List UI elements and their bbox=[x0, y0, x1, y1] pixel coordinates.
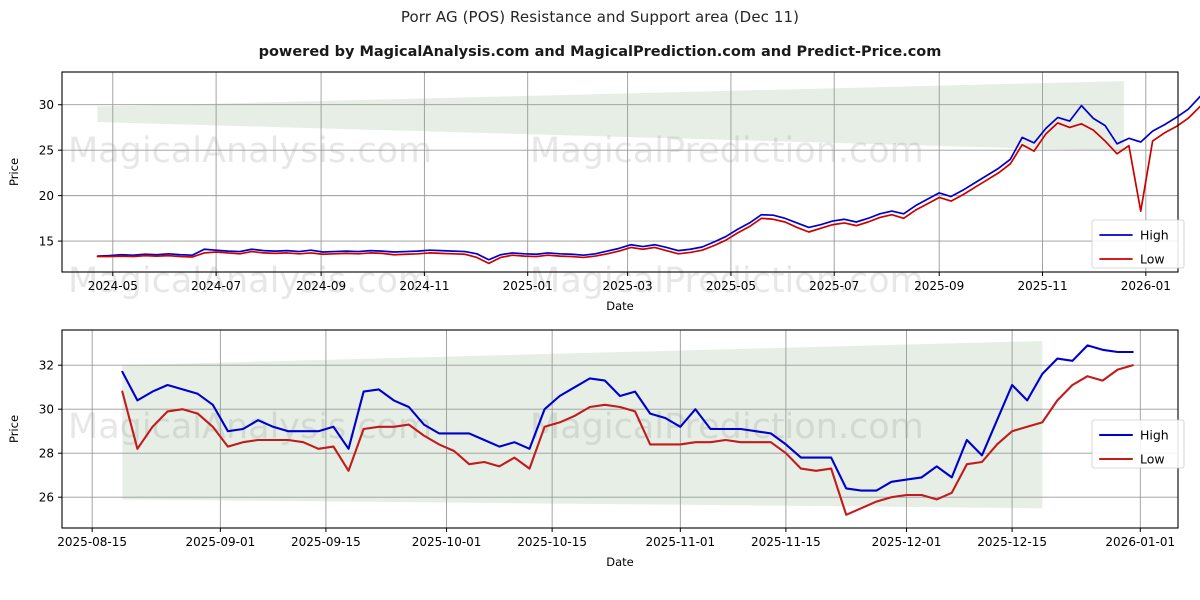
y-tick-label: 26 bbox=[39, 491, 54, 505]
x-tick-label: 2024-11 bbox=[399, 279, 449, 293]
watermark-text: MagicalPrediction.com bbox=[530, 261, 924, 301]
x-tick-label: 2025-11 bbox=[1017, 279, 1067, 293]
chart-legend[interactable]: High Low bbox=[1091, 219, 1185, 269]
watermark-text: MagicalAnalysis.com bbox=[68, 261, 432, 301]
x-tick-label: 2025-11-15 bbox=[751, 535, 821, 549]
legend-label-low: Low bbox=[1140, 452, 1165, 467]
x-tick-label: 2025-07 bbox=[809, 279, 859, 293]
x-tick-label: 2025-10-01 bbox=[412, 535, 482, 549]
x-tick-label: 2025-05 bbox=[706, 279, 756, 293]
plot-background bbox=[62, 330, 1178, 528]
support-resistance-band bbox=[97, 81, 1124, 152]
y-axis-label: Price bbox=[7, 415, 21, 443]
legend-background bbox=[1091, 419, 1185, 469]
x-tick-label: 2024-09 bbox=[296, 279, 346, 293]
x-tick-label: 2026-01 bbox=[1121, 279, 1171, 293]
y-tick-label: 15 bbox=[39, 235, 54, 249]
x-tick-label: 2025-09-15 bbox=[291, 535, 361, 549]
y-tick-label: 25 bbox=[39, 144, 54, 158]
y-tick-label: 20 bbox=[39, 189, 54, 203]
y-tick-label: 32 bbox=[39, 359, 54, 373]
x-axis-label: Date bbox=[606, 555, 634, 569]
series-line-high bbox=[96, 95, 1200, 261]
legend-label-high: High bbox=[1140, 428, 1169, 443]
resistance-support-detail-chart: MagicalAnalysis.com MagicalPrediction.com… bbox=[7, 329, 1185, 569]
series-line-low bbox=[96, 105, 1200, 265]
watermark-group: MagicalAnalysis.com MagicalPrediction.com… bbox=[68, 131, 924, 301]
x-tick-label: 2025-01 bbox=[503, 279, 553, 293]
x-tick-label: 2024-07 bbox=[191, 279, 241, 293]
x-tick-label: 2026-01-01 bbox=[1105, 535, 1175, 549]
support-resistance-band bbox=[122, 341, 1043, 509]
series-line-high bbox=[121, 344, 1134, 492]
x-tick-label: 2025-03 bbox=[603, 279, 653, 293]
legend-label-high: High bbox=[1140, 228, 1169, 243]
page-title: Porr AG (POS) Resistance and Support are… bbox=[400, 8, 800, 26]
x-tick-label: 2024-05 bbox=[88, 279, 138, 293]
x-tick-label: 2025-11-01 bbox=[645, 535, 715, 549]
y-tick-label: 30 bbox=[39, 98, 54, 112]
y-tick-label: 30 bbox=[39, 403, 54, 417]
x-tick-label: 2025-12-01 bbox=[872, 535, 942, 549]
chart-legend[interactable]: High Low bbox=[1091, 419, 1185, 469]
y-tick-label: 28 bbox=[39, 447, 54, 461]
x-tick-label: 2025-12-15 bbox=[977, 535, 1047, 549]
x-tick-label: 2025-08-15 bbox=[57, 535, 127, 549]
plot-border bbox=[61, 71, 1179, 273]
page-subtitle: powered by MagicalAnalysis.com and Magic… bbox=[258, 44, 942, 60]
y-axis-label: Price bbox=[7, 158, 21, 186]
x-tick-label: 2025-10-15 bbox=[517, 535, 587, 549]
watermark-text: MagicalAnalysis.com bbox=[68, 131, 432, 171]
legend-background bbox=[1091, 219, 1185, 269]
resistance-support-overview-chart: MagicalAnalysis.com MagicalPrediction.com… bbox=[7, 71, 1200, 313]
x-axis-label: Date bbox=[606, 299, 634, 313]
series-line-low bbox=[121, 364, 1134, 516]
x-tick-label: 2025-09 bbox=[914, 279, 964, 293]
watermark-text: MagicalPrediction.com bbox=[530, 131, 924, 171]
legend-label-low: Low bbox=[1140, 252, 1165, 267]
x-tick-label: 2025-09-01 bbox=[185, 535, 255, 549]
